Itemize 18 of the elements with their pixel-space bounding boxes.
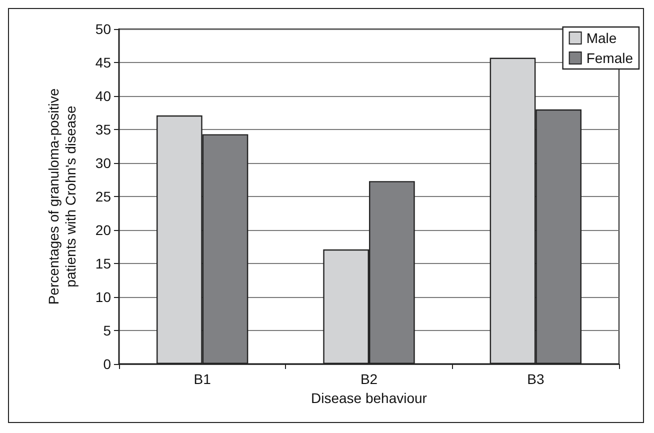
y-tick-label: 50 (95, 21, 112, 37)
legend-label: Male (586, 30, 617, 46)
y-tick-label: 40 (95, 88, 112, 104)
y-tick-label: 0 (103, 356, 112, 372)
y-tick-label: 5 (103, 322, 112, 338)
y-axis-title: Percentages of granuloma-positive patients with Crohn's disease (46, 88, 78, 305)
y-tick-label: 30 (95, 155, 112, 171)
x-tick-label: B3 (527, 371, 544, 387)
y-tick-label: 25 (95, 188, 112, 204)
y-tick-label: 20 (95, 222, 112, 238)
x-tick-label: B1 (194, 371, 212, 387)
y-tick-label: 15 (95, 256, 112, 272)
y-tick-label: 45 (95, 54, 112, 70)
x-axis-title: Disease behaviour (311, 390, 428, 406)
y-tick-label: 10 (95, 289, 112, 305)
y-tick-label: 35 (95, 122, 112, 138)
legend-label: Female (586, 50, 634, 66)
x-tick-label: B2 (360, 371, 378, 387)
